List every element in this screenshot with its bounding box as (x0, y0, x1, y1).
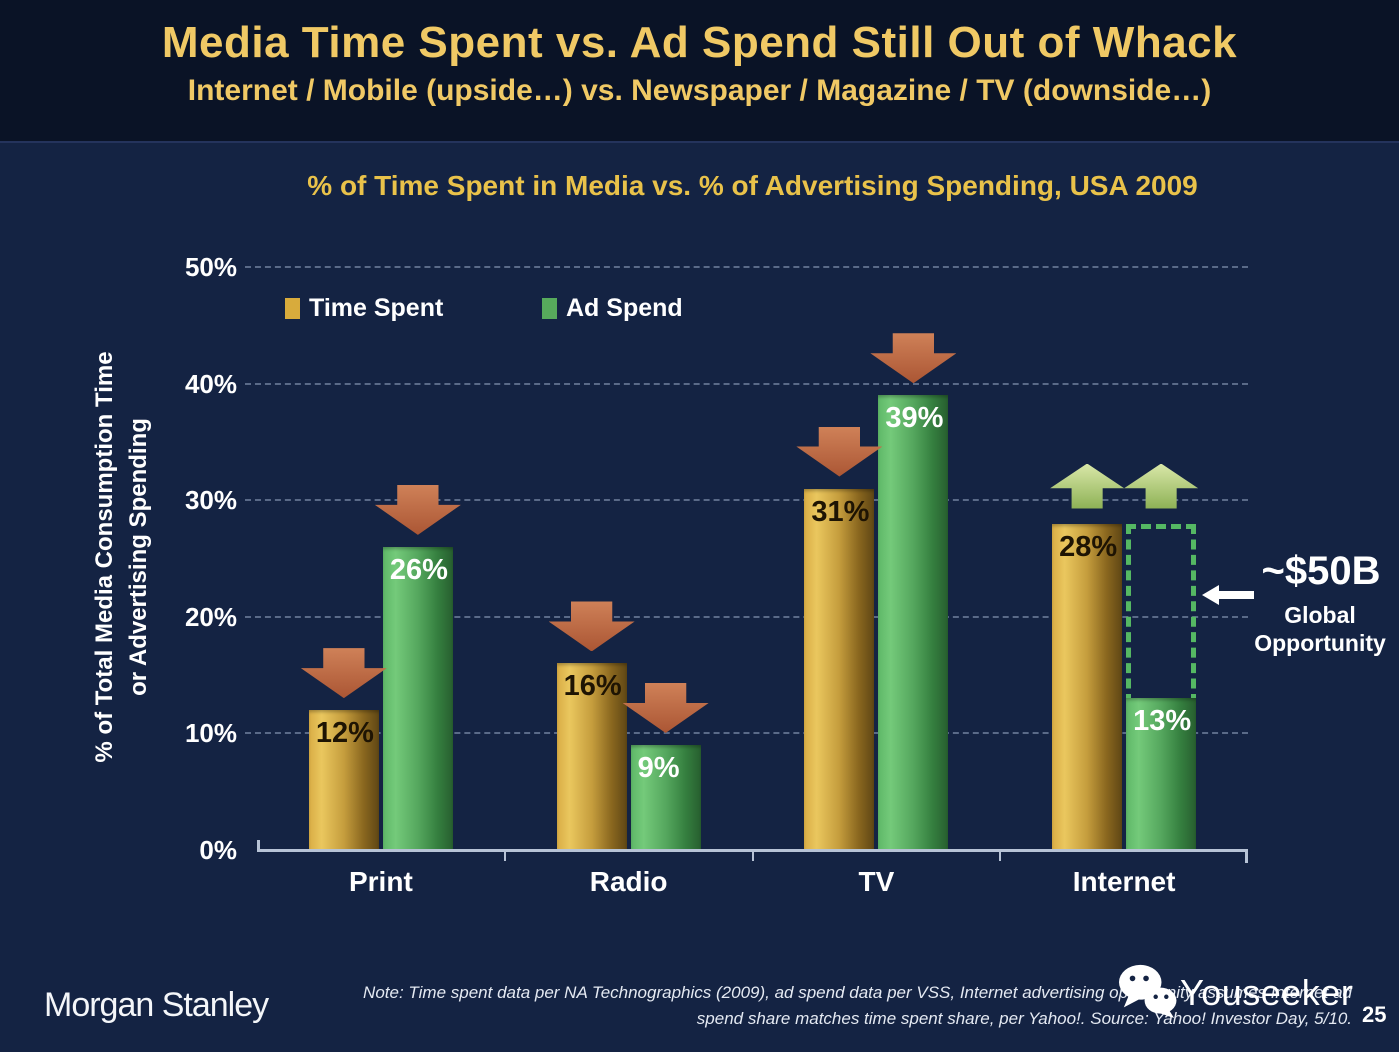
left-arrow-icon (1202, 582, 1254, 613)
y-tick-label-20pct: 20% (184, 601, 237, 632)
slide-subtitle: Internet / Mobile (upside…) vs. Newspape… (187, 74, 1212, 107)
y-tick-label-10pct: 10% (184, 718, 237, 749)
y-tick-label-40pct: 40% (184, 368, 237, 399)
bar-print-ad-spend (382, 546, 453, 850)
category-label-internet: Internet (1072, 866, 1176, 897)
gridline-40pct (245, 382, 1248, 385)
x-axis-tick (999, 851, 1002, 861)
bar-value-label-tv-ad-spend: 39% (885, 402, 944, 435)
trend-arrow-down-print-ad-spend (374, 484, 461, 535)
footnote-line1: Note: Time spent data per NA Technograph… (363, 983, 1352, 1002)
trend-arrow-up-internet-ad-spend (1124, 463, 1199, 509)
bar-value-label-print-ad-spend: 26% (389, 553, 448, 586)
y-tick-label-30pct: 30% (184, 485, 237, 516)
bar-value-label-internet-time-spent: 28% (1059, 530, 1118, 563)
legend-label-time-spent: Time Spent (309, 294, 444, 322)
trend-arrow-up-internet-time-spent (1050, 463, 1125, 509)
bar-value-label-radio-ad-spend: 9% (637, 752, 680, 785)
gridline-10pct (245, 732, 1248, 735)
bar-internet-time-spent (1052, 523, 1123, 850)
trend-arrow-down-radio-ad-spend (622, 683, 709, 734)
bar-value-label-tv-time-spent: 31% (811, 495, 870, 528)
gridline-20pct (245, 615, 1248, 618)
x-axis-end-cap-left (257, 840, 260, 849)
morgan-stanley-logo: Morgan Stanley (44, 986, 269, 1024)
wechat-icon (1116, 962, 1178, 1023)
y-tick-label-0pct: 0% (199, 835, 237, 865)
category-label-tv: TV (858, 866, 895, 897)
gridline-30pct (245, 499, 1248, 502)
opportunity-dotted-box (1126, 523, 1197, 705)
footnote: Note: Time spent data per NA Technograph… (292, 980, 1352, 1032)
bar-radio-time-spent (556, 663, 627, 850)
category-label-radio: Radio (589, 866, 668, 897)
bar-internet-ad-spend (1126, 698, 1197, 850)
bar-radio-ad-spend (630, 745, 701, 850)
footnote-line2: spend share matches time spent share, pe… (696, 1009, 1352, 1028)
bar-value-label-internet-ad-spend: 13% (1133, 705, 1192, 738)
slide-title: Media Time Spent vs. Ad Spend Still Out … (161, 18, 1238, 67)
annotation-value: ~$50B (1261, 549, 1381, 593)
category-label-print: Print (348, 866, 413, 897)
trend-arrow-down-tv-ad-spend (870, 333, 957, 384)
y-axis-title: % of Total Media Consumption Time or Adv… (88, 351, 156, 762)
y-axis-title-line1: % of Total Media Consumption Time (91, 351, 118, 763)
bar-tv-time-spent (804, 488, 875, 850)
page-number: 25 (1362, 1002, 1387, 1027)
x-axis-end-cap-right (1245, 851, 1248, 863)
legend-swatch-time-spent (285, 298, 300, 319)
x-axis-line (257, 848, 1248, 852)
trend-arrow-down-print-time-spent (300, 648, 387, 699)
x-axis-tick (503, 851, 506, 861)
watermark: Youseeker (1116, 962, 1353, 1023)
trend-arrow-down-tv-time-spent (796, 426, 883, 477)
bar-value-label-print-time-spent: 12% (315, 717, 374, 750)
annotation-caption-line2: Opportunity (1254, 630, 1386, 656)
bar-print-time-spent (308, 710, 379, 850)
annotation-caption-line1: Global (1284, 602, 1356, 628)
bar-tv-ad-spend (878, 395, 949, 850)
gridline-50pct (245, 266, 1248, 268)
legend-label-ad-spend: Ad Spend (566, 294, 683, 322)
chart-title: % of Time Spent in Media vs. % of Advert… (307, 170, 1198, 201)
trend-arrow-down-radio-time-spent (548, 601, 635, 652)
y-tick-label-50pct: 50% (184, 252, 237, 282)
y-axis-title-line2: or Advertising Spending (125, 418, 152, 696)
legend-swatch-ad-spend (542, 298, 557, 319)
x-axis-tick (751, 851, 754, 861)
bar-value-label-radio-time-spent: 16% (563, 670, 622, 703)
slide-header: Media Time Spent vs. Ad Spend Still Out … (0, 0, 1399, 143)
watermark-text: Youseeker (1180, 971, 1354, 1013)
